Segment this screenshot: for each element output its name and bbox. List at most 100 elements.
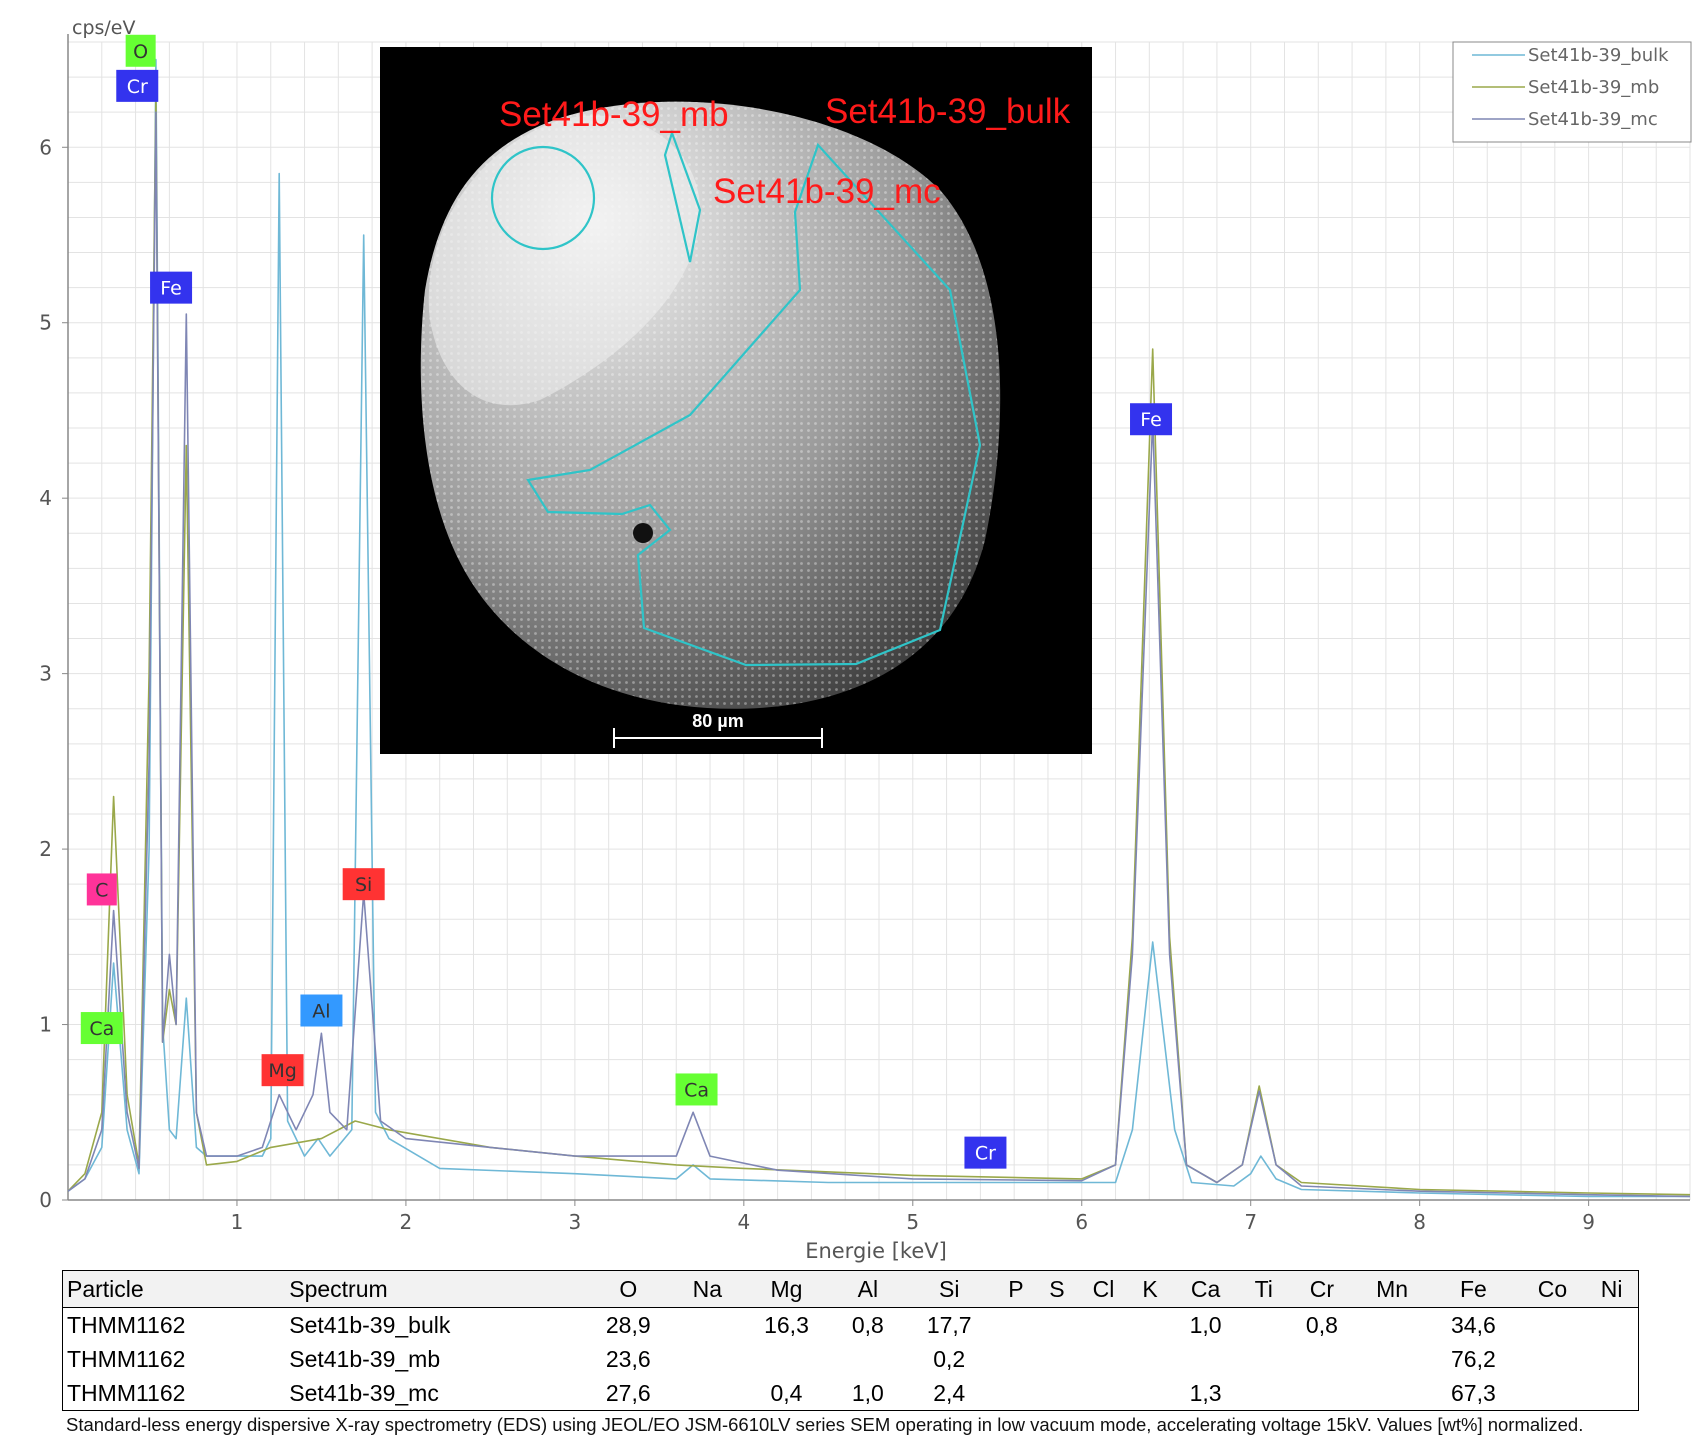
table-cell [1130,1376,1171,1411]
y-tick-label: 0 [39,1188,52,1212]
table-cell [1520,1342,1586,1376]
table-cell: 34,6 [1427,1308,1520,1343]
x-tick-label: 9 [1582,1210,1595,1234]
table-header-cell: Co [1520,1271,1586,1308]
table-cell: 28,9 [582,1308,675,1343]
table-cell [1241,1342,1287,1376]
y-tick-label: 2 [39,837,52,861]
x-tick-label: 8 [1413,1210,1426,1234]
table-cell [675,1308,741,1343]
table-cell [740,1342,833,1376]
element-label: Al [300,995,342,1027]
table-header-cell: Ti [1241,1271,1287,1308]
table-cell: 0,2 [903,1342,996,1376]
x-tick-label: 6 [1075,1210,1088,1234]
table-header-cell: Ni [1585,1271,1638,1308]
element-label-text: Fe [1140,409,1162,431]
table-cell [1520,1308,1586,1343]
x-axis-title: Energie [keV] [805,1239,947,1263]
table-cell [996,1342,1037,1376]
table-header-cell: Fe [1427,1271,1520,1308]
table-cell [833,1342,903,1376]
table-cell [1585,1308,1638,1343]
element-label: Mg [262,1054,304,1086]
table-cell: 17,7 [903,1308,996,1343]
table-header-cell: Mn [1357,1271,1427,1308]
table-cell: Set41b-39_mb [285,1342,582,1376]
table-cell [1130,1342,1171,1376]
table-header-row: Particle Spectrum O Na Mg Al Si P S Cl K Ca Ti Cr Mn Fe… [63,1271,1639,1308]
composition-table: Particle Spectrum O Na Mg Al Si P S Cl K Ca Ti Cr Mn Fe… [62,1270,1639,1411]
caption: Standard-less energy dispersive X-ray sp… [66,1414,1646,1436]
element-label: Cr [964,1137,1006,1169]
table-cell: 27,6 [582,1376,675,1411]
table-cell [1241,1308,1287,1343]
table-cell [675,1376,741,1411]
table-header-cell: Na [675,1271,741,1308]
composition-table-area: Particle Spectrum O Na Mg Al Si P S Cl K Ca Ti Cr Mn Fe… [62,1270,1639,1411]
legend-label-mb: Set41b-39_mb [1528,77,1659,98]
table-cell: 76,2 [1427,1342,1520,1376]
table-cell: 16,3 [740,1308,833,1343]
element-label: Si [343,868,385,900]
table-cell [1287,1342,1357,1376]
table-cell: Set41b-39_mc [285,1376,582,1411]
x-tick-label: 7 [1244,1210,1257,1234]
table-body: THMM1162 Set41b-39_bulk 28,9 16,3 0,8 17,7 1,0… [63,1308,1639,1411]
element-label: Ca [676,1073,718,1105]
table-row: THMM1162 Set41b-39_bulk 28,9 16,3 0,8 17,7 1,0… [63,1308,1639,1343]
y-tick-label: 6 [39,135,52,159]
table-cell [1036,1376,1077,1411]
x-tick-label: 1 [231,1210,244,1234]
table-cell [1077,1342,1129,1376]
table-cell: 0,8 [833,1308,903,1343]
legend-label-mc: Set41b-39_mc [1528,109,1658,130]
table-header-cell: Al [833,1271,903,1308]
table-header-cell: O [582,1271,675,1308]
sem-label-mb: Set41b-39_mb [499,95,729,134]
element-label-text: Ca [684,1079,709,1101]
table-header-cell: S [1036,1271,1077,1308]
element-label: Fe [1130,403,1172,435]
element-label-text: Si [355,874,372,896]
table-cell [1171,1342,1241,1376]
table-cell [1036,1342,1077,1376]
table-cell: 23,6 [582,1342,675,1376]
element-label-text: Al [312,1001,330,1023]
table-header-cell: Particle [63,1271,286,1308]
table-cell [1585,1342,1638,1376]
table-cell [1357,1308,1427,1343]
table-header-cell: P [996,1271,1037,1308]
element-label-text: Cr [127,76,148,98]
table-header-cell: Si [903,1271,996,1308]
sem-label-mc: Set41b-39_mc [713,172,941,211]
table-header-cell: Spectrum [285,1271,582,1308]
table-cell: THMM1162 [63,1308,286,1343]
table-cell: THMM1162 [63,1376,286,1411]
element-label: Ca [81,1012,123,1044]
table-cell [1077,1376,1129,1411]
element-label: Cr [116,70,158,102]
table-cell: THMM1162 [63,1342,286,1376]
x-tick-label: 3 [569,1210,582,1234]
element-label-text: Mg [268,1060,296,1082]
sem-micrograph: Set41b-39_mb Set41b-39_bulk Set41b-39_mc… [380,47,1092,754]
table-header-cell: Mg [740,1271,833,1308]
element-label-text: C [95,879,108,901]
table-cell [1357,1342,1427,1376]
x-tick-label: 5 [906,1210,919,1234]
y-tick-label: 3 [39,662,52,686]
table-cell: 0,4 [740,1376,833,1411]
pore [633,523,653,543]
table-cell [1036,1308,1077,1343]
legend: Set41b-39_bulk Set41b-39_mb Set41b-39_mc [1453,42,1691,142]
element-label-text: O [133,41,148,63]
legend-label-bulk: Set41b-39_bulk [1528,45,1669,66]
table-cell: 1,0 [833,1376,903,1411]
table-cell: 0,8 [1287,1308,1357,1343]
sem-label-bulk: Set41b-39_bulk [825,92,1071,131]
table-row: THMM1162 Set41b-39_mc 27,6 0,4 1,0 2,4 1,3 67,3 [63,1376,1639,1411]
x-tick-label: 4 [737,1210,750,1234]
